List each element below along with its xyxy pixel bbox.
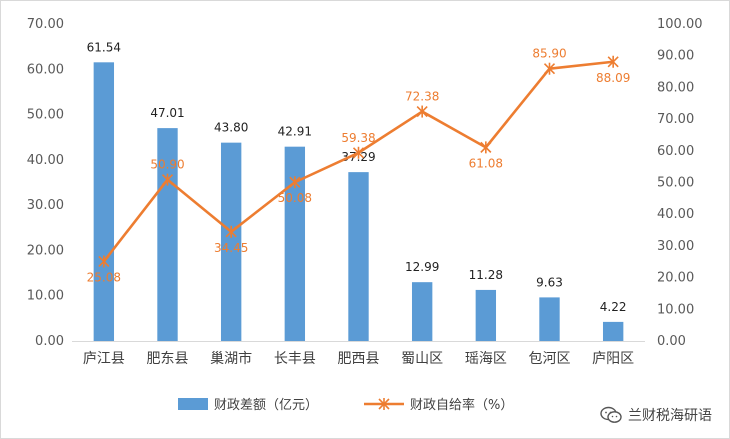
line-data-label: 88.09 [596, 71, 630, 85]
legend-line-marker [378, 398, 390, 410]
bar-data-label: 43.80 [214, 121, 248, 135]
bar-data-label: 11.28 [469, 268, 503, 282]
watermark: 兰财税海研语 [600, 405, 712, 425]
watermark-text: 兰财税海研语 [628, 408, 712, 424]
category-label: 庐阳区 [592, 351, 634, 367]
y-right-tick-label: 20.00 [657, 271, 694, 286]
bar [602, 321, 624, 341]
category-label: 长丰县 [274, 351, 316, 367]
y-right-tick-label: 50.00 [657, 176, 694, 191]
bar-data-label: 12.99 [405, 260, 439, 274]
bar [220, 142, 242, 341]
bar [284, 146, 306, 341]
line-data-label: 50.08 [278, 191, 312, 205]
legend-line-label: 财政自给率（%） [410, 397, 513, 413]
y-right-tick-label: 100.00 [657, 17, 703, 32]
y-left-tick-label: 20.00 [27, 243, 64, 258]
line-data-label: 59.38 [341, 131, 375, 145]
y-left-tick-label: 50.00 [27, 108, 64, 123]
line-data-label: 85.90 [532, 47, 566, 61]
y-right-tick-label: 70.00 [657, 112, 694, 127]
bar [411, 282, 433, 341]
bar-data-label: 42.91 [278, 125, 312, 139]
line-data-label: 61.08 [469, 156, 503, 170]
bar [348, 172, 369, 341]
category-label: 蜀山区 [401, 351, 443, 367]
category-label: 巢湖市 [210, 350, 252, 367]
bar-data-label: 4.22 [600, 300, 627, 314]
line-data-label: 50.90 [150, 158, 184, 172]
y-left-tick-label: 30.00 [27, 198, 64, 213]
category-label: 肥西县 [338, 351, 380, 367]
line-point [225, 225, 237, 238]
legend-bar-label: 财政差额（亿元） [214, 398, 318, 413]
bar-data-label: 61.54 [87, 40, 121, 54]
y-right-tick-label: 0.00 [657, 334, 686, 349]
y-right-tick-label: 10.00 [657, 302, 694, 317]
bar [475, 289, 497, 341]
wechat-icon [600, 406, 622, 423]
category-label: 庐江县 [83, 351, 125, 367]
y-left-tick-label: 40.00 [27, 153, 64, 168]
category-label: 瑶海区 [465, 351, 507, 367]
line-point [607, 55, 619, 68]
y-left-tick-label: 60.00 [27, 62, 64, 77]
line-point [98, 255, 110, 268]
y-right-tick-label: 30.00 [657, 239, 694, 254]
bar [539, 297, 560, 341]
y-right-tick-label: 90.00 [657, 49, 694, 64]
line-point [543, 62, 556, 75]
bar [93, 62, 115, 342]
line-point [161, 173, 174, 186]
bar-data-label: 9.63 [536, 275, 563, 289]
line-data-label: 25.08 [87, 270, 121, 284]
y-right-tick-label: 40.00 [657, 207, 694, 222]
line-point [480, 141, 492, 154]
y-left-tick-label: 10.00 [27, 289, 64, 304]
line-data-label: 34.45 [214, 241, 248, 255]
bar-data-label: 47.01 [150, 106, 184, 120]
y-right-tick-label: 60.00 [657, 144, 694, 159]
bar [157, 128, 178, 341]
y-right-tick-label: 80.00 [657, 80, 694, 95]
line-point [416, 105, 428, 118]
category-label: 包河区 [529, 351, 571, 367]
y-left-tick-label: 70.00 [27, 17, 64, 32]
y-left-tick-label: 0.00 [35, 334, 64, 349]
legend-bar-swatch [178, 398, 208, 410]
category-label: 肥东县 [147, 351, 189, 367]
line-point [352, 146, 365, 159]
line-data-label: 72.38 [405, 90, 439, 104]
line-point [289, 176, 301, 189]
